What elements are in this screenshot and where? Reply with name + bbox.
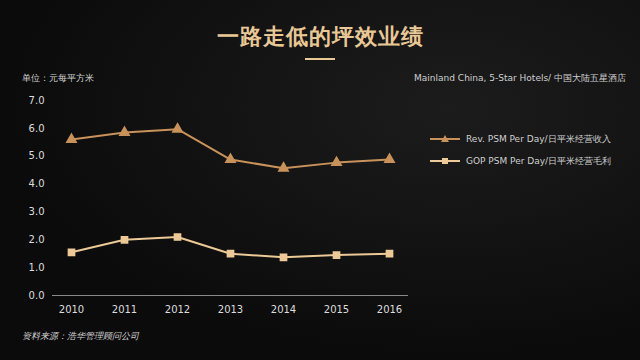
- html-text:Mainland China, 5-Star Hotels/: Mainland China, 5-Star Hotels/ 中国大陆五星酒店: [414, 73, 626, 83]
- svg-text:3.0: 3.0: [29, 206, 45, 217]
- svg-text:1.0: 1.0: [29, 262, 45, 273]
- svg-text:2013: 2013: [218, 304, 243, 315]
- svg-text:2011: 2011: [112, 304, 137, 315]
- html-text:资料来源：浩华管理顾问公司: 资料来源：浩华管理顾问公司: [22, 331, 139, 341]
- svg-text:2012: 2012: [165, 304, 190, 315]
- svg-text:2.0: 2.0: [29, 234, 45, 245]
- svg-text:5.0: 5.0: [29, 150, 45, 161]
- html-text:一路走低的坪效业绩: 一路走低的坪效业绩: [216, 24, 424, 49]
- svg-text:6.0: 6.0: [29, 123, 45, 134]
- html-text:单位：元每平方米: 单位：元每平方米: [22, 73, 94, 83]
- html-text:Rev. PSM Per Day/日平米经营收入: Rev. PSM Per Day/日平米经营收入: [466, 133, 611, 144]
- svg-text:2016: 2016: [377, 304, 402, 315]
- svg-text:2014: 2014: [271, 304, 296, 315]
- svg-text:4.0: 4.0: [29, 178, 45, 189]
- svg-text:2010: 2010: [59, 304, 84, 315]
- svg-text:7.0: 7.0: [29, 95, 45, 106]
- svg-text:2015: 2015: [324, 304, 349, 315]
- svg-text:0.0: 0.0: [29, 290, 45, 301]
- html-text:GOP PSM Per Day/日平米经营毛利: GOP PSM Per Day/日平米经营毛利: [466, 155, 612, 166]
